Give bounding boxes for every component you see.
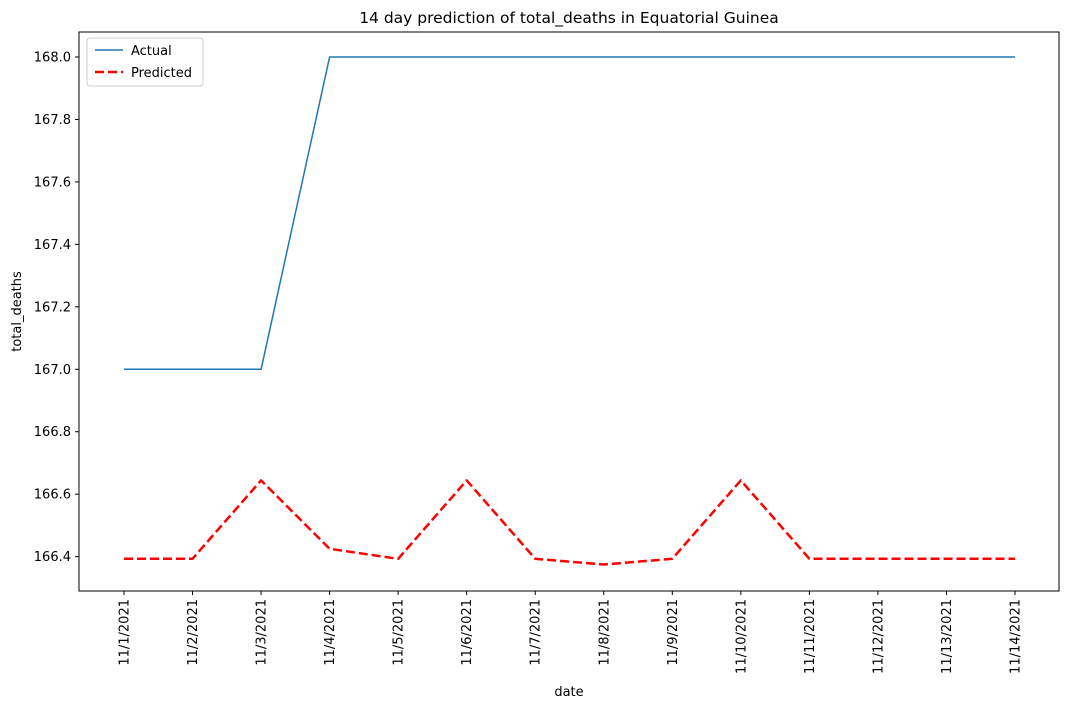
series-layer — [124, 56, 1015, 566]
series-line-actual — [124, 56, 1015, 371]
x-tick-label: 11/4/2021 — [323, 599, 338, 666]
x-tick-label: 11/13/2021 — [940, 599, 955, 674]
y-tick-label: 167.8 — [34, 113, 71, 128]
plot-area — [78, 31, 1060, 592]
x-tick-label: 11/8/2021 — [597, 599, 612, 666]
y-tick-label: 166.4 — [34, 550, 71, 565]
series-line-predicted — [124, 479, 1015, 566]
y-tick-label: 166.8 — [34, 425, 71, 440]
x-tick-label: 11/10/2021 — [734, 599, 749, 674]
x-tick-label: 11/14/2021 — [1009, 599, 1024, 674]
x-tick-label: 11/5/2021 — [392, 599, 407, 666]
y-axis: 166.4 166.6 166.8 167.0 167.2 167.4 167.6 167.8… — [34, 50, 79, 565]
y-tick-label: 166.6 — [34, 488, 71, 503]
legend-label-predicted: Predicted — [131, 66, 192, 81]
chart-title: 14 day prediction of total_deaths in Equ… — [359, 9, 779, 28]
y-tick-label: 167.2 — [34, 300, 71, 315]
x-tick-label: 11/6/2021 — [460, 599, 475, 666]
y-tick-label: 168.0 — [34, 50, 71, 65]
x-tick-label: 11/7/2021 — [529, 599, 544, 666]
y-axis-label: total_deaths — [10, 271, 25, 352]
x-tick-label: 11/9/2021 — [666, 599, 681, 666]
x-tick-label: 11/11/2021 — [803, 599, 818, 674]
y-tick-label: 167.4 — [34, 238, 71, 253]
x-tick-label: 11/2/2021 — [186, 599, 201, 666]
legend: Actual Predicted — [86, 37, 204, 87]
x-tick-label: 11/1/2021 — [118, 599, 133, 666]
x-tick-label: 11/12/2021 — [871, 599, 886, 674]
legend-label-actual: Actual — [131, 44, 172, 59]
y-tick-label: 167.0 — [34, 363, 71, 378]
y-tick-label: 167.6 — [34, 175, 71, 190]
x-tick-label: 11/3/2021 — [255, 599, 270, 666]
x-axis: 11/1/2021 11/2/2021 11/3/2021 11/4/2021 11/5… — [118, 591, 1024, 674]
x-axis-label: date — [554, 685, 583, 700]
